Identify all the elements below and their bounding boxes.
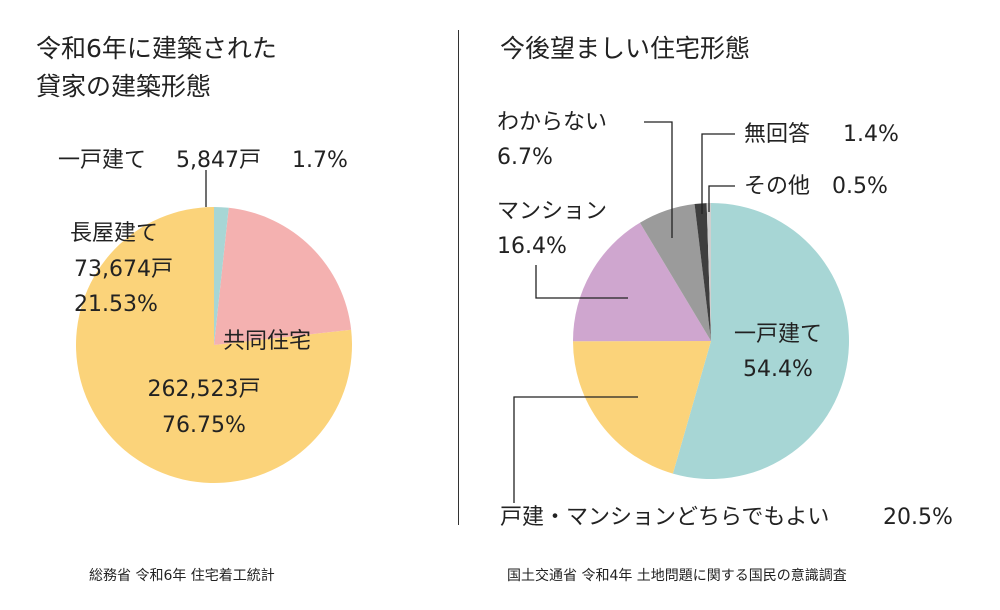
left-label-nagaya-name: 長屋建て — [70, 221, 158, 246]
left-chart-title: 令和6年に建築された 貸家の建築形態 — [36, 30, 277, 106]
right-pie-slice-1 — [672, 203, 850, 480]
right-chart-title: 今後望ましい住宅形態 — [500, 34, 751, 63]
left-label-kyodo-name: 共同住宅 — [223, 329, 311, 354]
right-label-dochira-percent: 20.5% — [883, 505, 953, 530]
left-label-kyodo-count: 262,523戸 — [148, 377, 261, 402]
right-label-wakaranai-percent: 6.7% — [497, 145, 553, 170]
right-label-ikko-name: 一戸建て — [734, 322, 822, 347]
right-label-dochira-name: 戸建・マンションどちらでもよい — [500, 505, 829, 530]
left-source-note: 総務省 令和6年 住宅着工統計 — [89, 568, 275, 584]
right-label-ikko-percent: 54.4% — [743, 357, 813, 382]
right-label-sonota-name: その他 — [744, 174, 810, 199]
left-label-nagaya-percent: 21.53% — [74, 292, 158, 317]
divider-line — [458, 30, 459, 525]
right-label-mansion-name: マンション — [497, 199, 607, 224]
right-leader-dochira — [513, 396, 638, 503]
right-pie-slice-4 — [639, 203, 711, 341]
right-leader-sonota — [708, 185, 735, 212]
right-label-mukaito-percent: 1.4% — [843, 122, 899, 147]
right-pie-slice-6 — [706, 203, 711, 341]
left-pie-slice-3 — [214, 207, 229, 345]
left-label-ikko-count: 5,847戸 — [176, 148, 261, 173]
left-chart-title-line-2: 貸家の建築形態 — [36, 72, 212, 101]
left-label-ikko-percent: 1.7% — [292, 148, 348, 173]
right-pie-slice-3 — [572, 222, 711, 342]
right-label-mansion-percent: 16.4% — [497, 234, 567, 259]
right-source-note: 国土交通省 令和4年 土地問題に関する国民の意識調査 — [507, 568, 847, 584]
right-label-mukaito-name: 無回答 — [744, 122, 810, 147]
right-label-sonota-percent: 0.5% — [832, 174, 888, 199]
left-chart-title-line-1: 令和6年に建築された — [36, 34, 277, 63]
right-pie-slice-2 — [573, 341, 711, 474]
right-pie-slice-5 — [694, 203, 711, 341]
left-pie-slice-2 — [214, 207, 352, 345]
left-label-nagaya-count: 73,674戸 — [74, 257, 173, 282]
right-leader-wakaranai — [644, 121, 673, 238]
right-leader-mukaito — [701, 133, 735, 214]
right-label-wakaranai-name: わからない — [497, 110, 607, 135]
right-leader-mansion — [535, 265, 628, 299]
left-label-ikko-name: 一戸建て — [58, 148, 146, 173]
left-pie-slice-1 — [75, 207, 352, 483]
left-label-kyodo-percent: 76.75% — [162, 413, 246, 438]
